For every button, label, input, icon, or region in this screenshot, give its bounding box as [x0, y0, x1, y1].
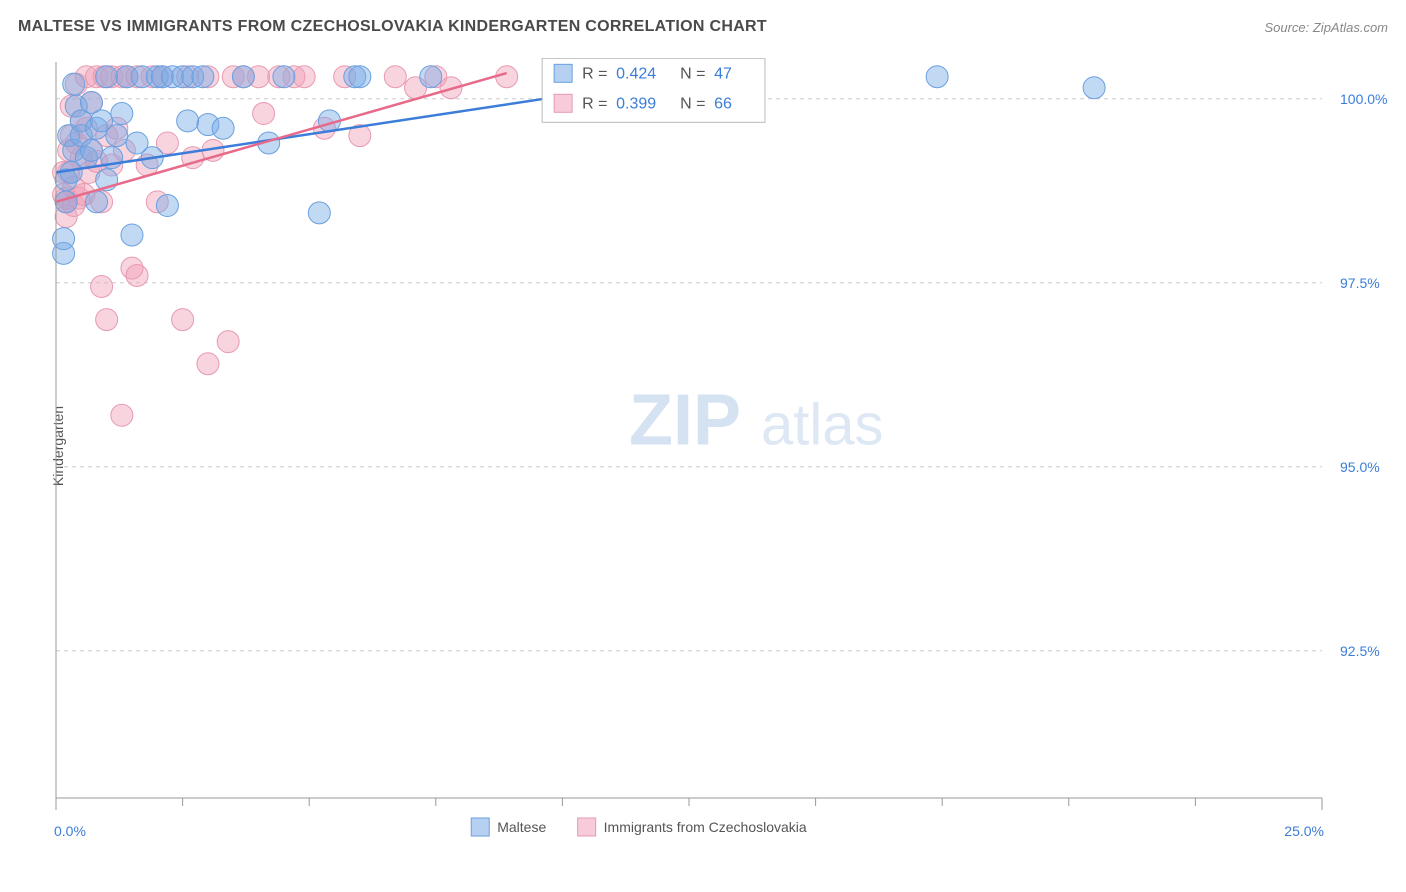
scatter-point	[96, 309, 118, 331]
scatter-point	[212, 117, 234, 139]
scatter-point	[111, 103, 133, 125]
legend-label: Immigrants from Czechoslovakia	[604, 819, 807, 835]
scatter-point	[172, 309, 194, 331]
scatter-point	[349, 66, 371, 88]
stats-swatch	[554, 64, 572, 82]
scatter-point	[96, 66, 118, 88]
scatter-point	[1083, 77, 1105, 99]
scatter-point	[126, 264, 148, 286]
stats-n-value: 66	[714, 95, 732, 112]
scatter-point	[420, 66, 442, 88]
scatter-point	[106, 125, 128, 147]
stats-swatch	[554, 94, 572, 112]
stats-n-label: N =	[680, 95, 705, 112]
scatter-point	[293, 66, 315, 88]
y-tick-label: 92.5%	[1340, 643, 1380, 659]
scatter-point	[177, 110, 199, 132]
scatter-point	[308, 202, 330, 224]
stats-n-label: N =	[680, 65, 705, 82]
scatter-point	[197, 353, 219, 375]
scatter-point	[80, 139, 102, 161]
stats-r-value: 0.399	[616, 95, 656, 112]
source-attribution: Source: ZipAtlas.com	[1264, 20, 1388, 35]
scatter-point	[91, 275, 113, 297]
scatter-point	[232, 66, 254, 88]
stats-r-value: 0.424	[616, 65, 656, 82]
chart-title: MALTESE VS IMMIGRANTS FROM CZECHOSLOVAKI…	[18, 18, 767, 36]
scatter-point	[192, 66, 214, 88]
scatter-point	[217, 331, 239, 353]
scatter-point	[273, 66, 295, 88]
scatter-point	[926, 66, 948, 88]
x-tick-label: 25.0%	[1284, 823, 1324, 839]
y-tick-label: 100.0%	[1340, 91, 1387, 107]
legend-swatch	[471, 818, 489, 836]
legend-label: Maltese	[497, 819, 546, 835]
scatter-point	[156, 195, 178, 217]
scatter-point	[63, 73, 85, 95]
chart-area: 92.5%95.0%97.5%100.0%ZIPatlas0.0%25.0%R …	[52, 58, 1388, 818]
chart-svg: 92.5% 95.0% 97.5% 100.0% ZIP atlas 0.0% 25.0% R …	[52, 58, 1388, 858]
scatter-point	[111, 404, 133, 426]
scatter-point	[384, 66, 406, 88]
x-tick-label: 0.0%	[54, 823, 86, 839]
watermark-zip: ZIP	[629, 381, 741, 461]
chart-container: MALTESE VS IMMIGRANTS FROM CZECHOSLOVAKI…	[0, 0, 1406, 892]
watermark-atlas: atlas	[761, 393, 884, 458]
scatter-point	[253, 103, 275, 125]
scatter-point	[86, 191, 108, 213]
y-tick-label: 97.5%	[1340, 275, 1380, 291]
stats-n-value: 47	[714, 65, 732, 82]
header: MALTESE VS IMMIGRANTS FROM CZECHOSLOVAKI…	[18, 18, 1388, 36]
scatter-point	[121, 224, 143, 246]
scatter-point	[496, 66, 518, 88]
legend-swatch	[578, 818, 596, 836]
stats-r-label: R =	[582, 95, 607, 112]
stats-r-label: R =	[582, 65, 607, 82]
y-tick-label: 95.0%	[1340, 459, 1380, 475]
